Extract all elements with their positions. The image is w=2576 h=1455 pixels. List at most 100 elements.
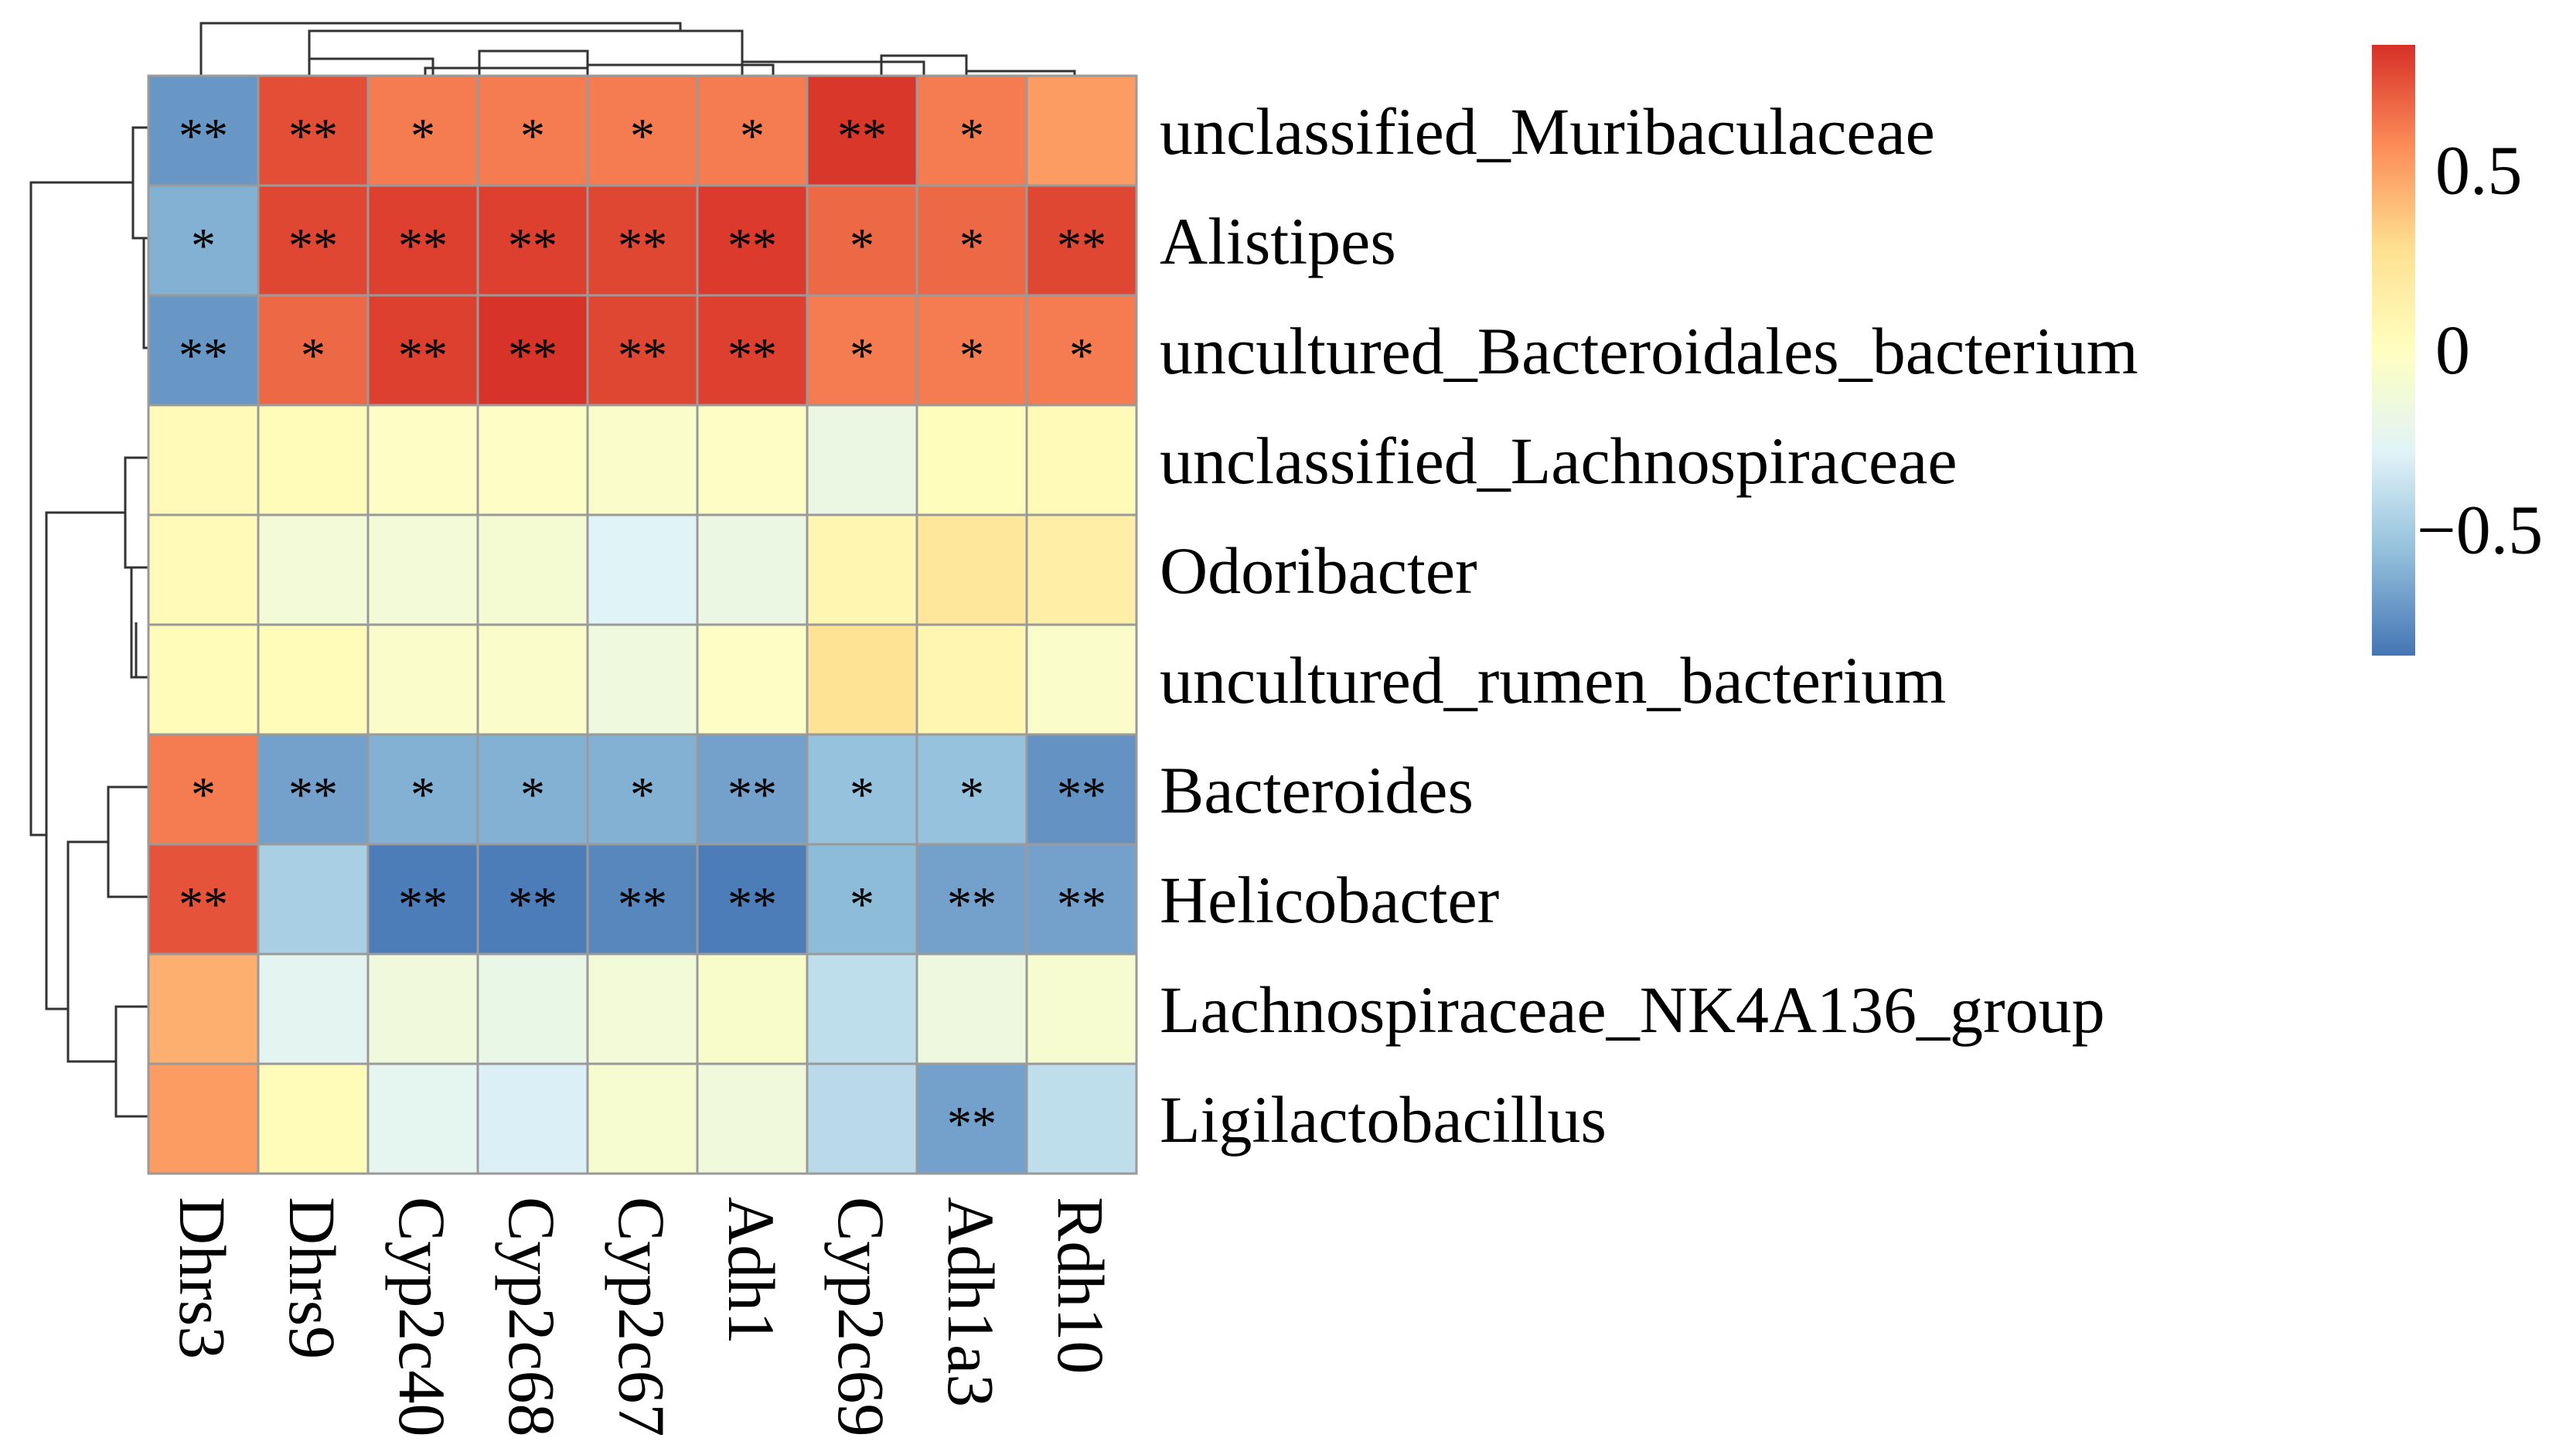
significance-star: ** — [288, 108, 338, 163]
significance-star: * — [959, 767, 984, 822]
significance-markers: ** ** * * * * ** ** ** ** ** ** ** * * **** * ** ** ** ** * * *… — [179, 108, 1106, 1151]
row-label: unclassified_Lachnospiraceae — [1160, 424, 1958, 498]
column-labels: Dhrs3 Dhrs9 Cyp2c40 Cyp2c68 Cyp2c67 Adh1 Cyp2c… — [165, 1197, 1118, 1437]
significance-star: * — [959, 328, 984, 383]
heatmap-cell — [696, 404, 809, 516]
significance-star: * — [850, 767, 874, 822]
heatmap-cell — [1025, 74, 1138, 187]
heatmap-cell — [147, 1062, 260, 1175]
heatmap-cell — [147, 294, 260, 407]
heatmap-cell — [366, 843, 479, 956]
heatmap-cell — [696, 623, 809, 736]
heatmap-cell — [147, 623, 260, 736]
heatmap-cell — [147, 733, 260, 846]
heatmap-cell — [696, 952, 809, 1065]
row-label: uncultured_rumen_bacterium — [1160, 643, 1946, 717]
significance-star: ** — [508, 328, 557, 383]
heatmap-cell — [476, 404, 589, 516]
heatmap-cell — [1025, 513, 1138, 626]
significance-star: ** — [398, 877, 448, 932]
significance-star: ** — [618, 218, 667, 273]
heatmap-cell — [257, 404, 370, 516]
heatmap-cell — [476, 843, 589, 956]
heatmap-cell — [476, 1062, 589, 1175]
column-label: Adh1 — [714, 1197, 789, 1344]
row-label: Alistipes — [1160, 204, 1396, 278]
heatmap-cell — [366, 184, 479, 297]
significance-star: ** — [179, 108, 228, 163]
heatmap-cell — [257, 733, 370, 846]
significance-star: ** — [618, 328, 667, 383]
heatmap-cell — [915, 74, 1028, 187]
significance-star: ** — [398, 328, 448, 383]
heatmap-cell — [696, 843, 809, 956]
significance-star: * — [191, 767, 216, 822]
heatmap-cell — [586, 404, 699, 516]
heatmap-cell — [806, 843, 918, 956]
column-label: Cyp2c68 — [495, 1197, 569, 1437]
significance-star: * — [959, 108, 984, 163]
significance-star: ** — [288, 767, 338, 822]
significance-star: * — [1069, 328, 1094, 383]
heatmap-cell — [257, 623, 370, 736]
column-dendrogram — [199, 22, 1076, 77]
heatmap-cell — [586, 952, 699, 1065]
legend-tick-label: 0 — [2435, 312, 2470, 389]
significance-star: ** — [947, 1096, 997, 1151]
significance-star: * — [850, 877, 874, 932]
heatmap-cell — [147, 184, 260, 297]
heatmap-cell — [586, 513, 699, 626]
heatmap-cell — [366, 952, 479, 1065]
heatmap-cell — [366, 404, 479, 516]
significance-star: ** — [618, 877, 667, 932]
row-label: Helicobacter — [1160, 863, 1499, 937]
row-dendrogram — [29, 126, 148, 1118]
significance-star: ** — [179, 328, 228, 383]
significance-star: * — [301, 328, 325, 383]
significance-star: * — [630, 767, 655, 822]
heatmap-cell — [366, 1062, 479, 1175]
significance-star: * — [740, 108, 765, 163]
heatmap-cell — [147, 952, 260, 1065]
heatmap-cell — [257, 1062, 370, 1175]
significance-star: ** — [727, 328, 777, 383]
heatmap-cell — [257, 294, 370, 407]
row-label: Lachnospiraceae_NK4A136_group — [1160, 973, 2105, 1047]
significance-star: * — [850, 218, 874, 273]
heatmap-cell — [1025, 952, 1138, 1065]
heatmap-cell — [1025, 623, 1138, 736]
column-label: Rdh10 — [1044, 1197, 1118, 1374]
heatmap-cell — [147, 843, 260, 956]
row-label: uncultured_Bacteroidales_bacterium — [1160, 314, 2138, 388]
heatmap-cell — [147, 404, 260, 516]
column-label: Cyp2c67 — [605, 1197, 679, 1437]
color-legend: 0.5 0 −0.5 — [2372, 45, 2543, 656]
heatmap-cell — [366, 513, 479, 626]
heatmap-cell — [257, 74, 370, 187]
heatmap-cell — [1025, 294, 1138, 407]
heatmap-cell — [1025, 843, 1138, 956]
heatmap-cell — [1025, 184, 1138, 297]
significance-star: ** — [727, 877, 777, 932]
significance-star: ** — [727, 767, 777, 822]
heatmap-cell — [1025, 1062, 1138, 1175]
heatmap-cell — [366, 294, 479, 407]
heatmap-cell — [586, 623, 699, 736]
heatmap-cell — [257, 952, 370, 1065]
heatmap-cell — [476, 952, 589, 1065]
heatmap-cell — [257, 513, 370, 626]
significance-star: ** — [1057, 767, 1106, 822]
significance-star: * — [520, 108, 545, 163]
heatmap-cell — [366, 74, 479, 187]
heatmap-cell — [806, 1062, 918, 1175]
column-label: Dhrs3 — [165, 1197, 240, 1359]
significance-star: * — [411, 108, 435, 163]
heatmap-cell — [915, 623, 1028, 736]
heatmap-cell — [586, 294, 699, 407]
significance-star: * — [411, 767, 435, 822]
heatmap-cell — [915, 952, 1028, 1065]
heatmap-cell — [915, 404, 1028, 516]
heatmap-cell — [806, 623, 918, 736]
